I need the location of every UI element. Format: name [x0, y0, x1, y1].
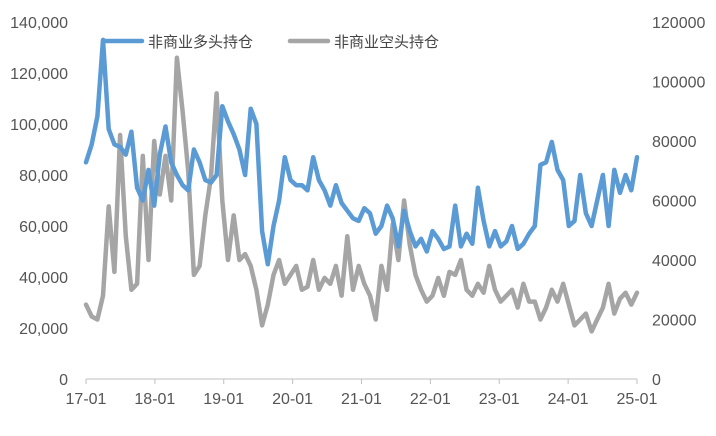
legend: 非商业多头持仓 非商业空头持仓 — [101, 34, 439, 51]
y-right-tick-label: 40000 — [652, 253, 697, 270]
y-left-tick-label: 60,000 — [19, 219, 68, 236]
x-tick-label: 24-01 — [548, 391, 589, 408]
y-left-tick-label: 140,000 — [10, 15, 68, 32]
y-right-tick-label: 80000 — [652, 134, 697, 151]
x-tick-label: 23-01 — [479, 391, 520, 408]
x-tick-label: 17-01 — [66, 391, 107, 408]
x-tick-label: 22-01 — [410, 391, 451, 408]
y-left-tick-label: 80,000 — [19, 168, 68, 185]
x-tick-label: 21-01 — [341, 391, 382, 408]
y-right-tick-label: 120000 — [652, 15, 705, 32]
y-left-tick-labels: 0 20,000 40,000 60,000 80,000 100,000 120,000 1… — [10, 15, 68, 389]
series-line-1 — [83, 55, 640, 334]
y-right-tick-labels: 0 20000 40000 60000 80000 100000 120000 — [652, 15, 705, 389]
y-left-tick-label: 100,000 — [10, 117, 68, 134]
legend-label-1: 非商业空头持仓 — [334, 34, 439, 51]
y-left-tick-label: 0 — [59, 372, 68, 389]
y-left-tick-label: 20,000 — [19, 321, 68, 338]
series-line-0 — [83, 37, 640, 267]
y-right-tick-label: 100000 — [652, 75, 705, 92]
x-tick-label: 20-01 — [272, 391, 313, 408]
y-left-tick-label: 40,000 — [19, 270, 68, 287]
y-right-tick-label: 60000 — [652, 194, 697, 211]
series-lines — [83, 37, 640, 334]
legend-label-0: 非商业多头持仓 — [148, 34, 253, 51]
x-tick-label: 18-01 — [134, 391, 175, 408]
y-right-tick-label: 20000 — [652, 313, 697, 330]
x-tick-label: 19-01 — [203, 391, 244, 408]
x-axis: 17-01 18-01 19-01 20-01 21-01 22-01 23-01 24-01… — [66, 378, 658, 408]
x-tick-label: 25-01 — [617, 391, 658, 408]
y-right-tick-label: 0 — [652, 372, 661, 389]
y-left-tick-label: 120,000 — [10, 66, 68, 83]
